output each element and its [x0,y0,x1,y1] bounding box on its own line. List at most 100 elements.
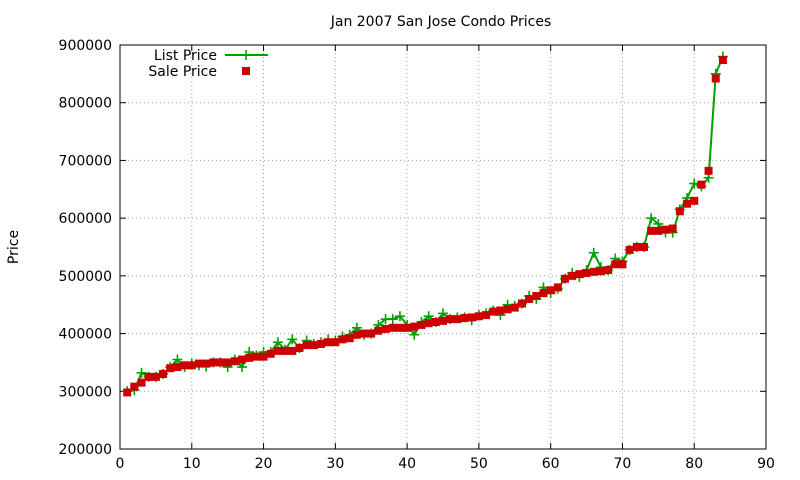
point-sale-price [202,359,211,368]
y-axis-label: Price [6,230,22,264]
point-sale-price [123,388,132,397]
point-sale-price [553,283,562,292]
x-tick-label: 50 [470,456,488,472]
point-sale-price [180,361,189,370]
point-sale-price [194,359,203,368]
point-sale-price [216,358,225,367]
point-sale-price [266,349,275,358]
x-tick-label: 70 [614,456,632,472]
series-markers [122,51,728,397]
y-tick-label: 400000 [59,327,112,343]
point-sale-price [532,292,541,301]
point-list-price [438,308,448,319]
point-sale-price [187,361,196,370]
point-sale-price [410,322,419,331]
point-sale-price [324,338,333,347]
point-sale-price [446,315,455,324]
point-sale-price [331,338,340,347]
point-sale-price [625,245,634,254]
point-sale-price [510,303,519,312]
point-sale-price [144,372,153,381]
point-sale-price [345,334,354,343]
point-sale-price [151,372,160,381]
point-sale-price [173,363,182,372]
point-sale-price [166,364,175,373]
point-sale-price [238,355,247,364]
series-line-list-price [127,56,724,393]
point-sale-price [259,352,268,361]
point-sale-price [460,313,469,322]
point-sale-price [654,226,663,235]
point-sale-price [431,318,440,327]
y-tick-label: 900000 [59,38,112,54]
point-sale-price [568,271,577,280]
x-tick-label: 10 [183,456,201,472]
point-sale-price [575,270,584,279]
point-sale-price [130,382,139,391]
x-tick-label: 90 [757,456,775,472]
point-sale-price [424,319,433,328]
legend: List Price Sale Price [148,48,268,80]
legend-label-list-price: List Price [154,48,217,64]
grid-lines [120,45,766,449]
y-tick-label: 500000 [59,269,112,285]
y-tick-label: 300000 [59,384,112,400]
plot-frame [119,44,767,450]
point-sale-price [546,286,555,295]
point-list-price [136,367,147,378]
point-sale-price [245,353,254,362]
point-sale-price [618,260,627,269]
point-sale-price [439,316,447,325]
x-tick-label: 30 [326,456,344,472]
point-sale-price [718,56,727,65]
point-sale-price [675,207,684,216]
y-tick-label: 700000 [59,153,112,169]
point-sale-price [273,346,282,355]
point-sale-price [690,196,699,205]
point-list-price [588,247,599,258]
legend-sample-sale-price [242,67,250,75]
point-sale-price [453,315,462,324]
point-sale-price [503,305,512,314]
point-sale-price [295,344,304,352]
point-sale-price [230,357,239,366]
point-sale-price [539,289,548,298]
x-tick-label: 60 [542,456,560,472]
y-tick-label: 200000 [59,442,112,458]
point-sale-price [489,307,498,316]
point-sale-price [639,243,648,251]
x-tick-label: 40 [398,456,416,472]
point-sale-price [632,243,641,251]
legend-label-sale-price: Sale Price [148,64,217,80]
point-sale-price [360,329,369,338]
point-list-price [287,334,298,345]
series-lines [127,56,724,393]
point-sale-price [316,339,325,348]
legend-sample-list-price [225,50,268,60]
point-sale-price [596,267,605,276]
point-sale-price [288,346,297,355]
point-sale-price [589,267,598,276]
point-list-price [646,213,657,224]
point-sale-price [395,323,404,332]
point-sale-price [711,74,720,83]
point-sale-price [517,299,526,308]
point-sale-price [252,352,261,361]
point-sale-price [668,224,677,233]
point-sale-price [474,312,483,321]
point-sale-price [661,225,670,234]
point-sale-price [338,335,347,344]
point-sale-price [403,323,412,332]
point-sale-price [367,329,376,338]
point-sale-price [482,311,491,320]
point-sale-price [388,323,397,332]
point-list-price [172,354,183,365]
point-list-price [409,329,420,340]
chart-title: Jan 2007 San Jose Condo Prices [330,14,552,30]
point-sale-price [647,226,656,235]
point-sale-price [525,294,534,303]
point-sale-price [223,358,232,367]
legend-marker-sale-price [242,67,250,75]
y-axis: 200000 300000 400000 500000 600000 700000 8000… [59,38,766,458]
